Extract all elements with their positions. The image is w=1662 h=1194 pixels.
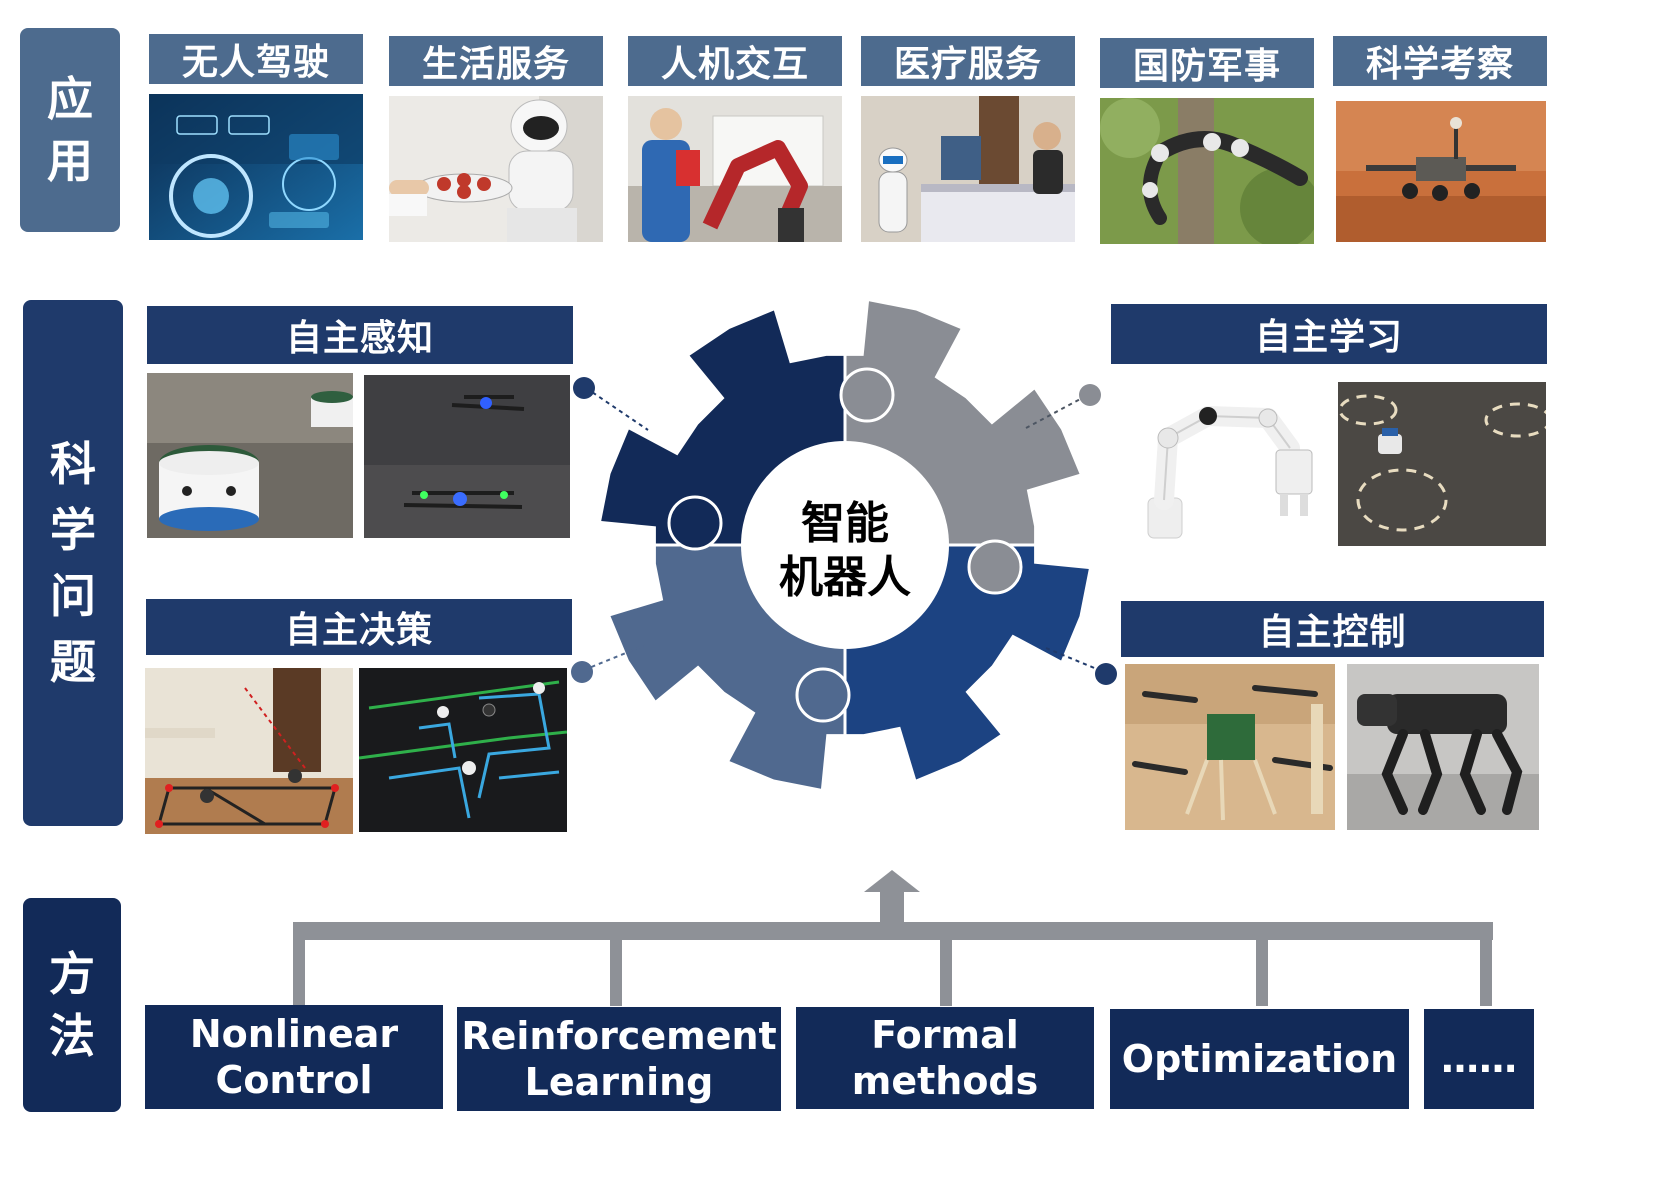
photo-mars-rover — [1336, 101, 1546, 242]
photo-service-robot — [389, 96, 603, 242]
section-label-science: 科学问题 — [23, 300, 123, 826]
method-formal-methods-label: Formal methods — [851, 1013, 1039, 1103]
photo-perception-ground-robot — [147, 373, 353, 538]
method-formal-methods: Formal methods — [796, 1007, 1094, 1109]
photo-perception-drones — [364, 375, 570, 538]
topic-header-decision: 自主决策 — [146, 599, 572, 655]
puzzle-knob-bottom — [795, 667, 851, 723]
section-label-science-text: 科学问题 — [50, 437, 96, 689]
method-nonlinear-control: Nonlinear Control — [145, 1005, 443, 1109]
photo-learning-circles — [1338, 382, 1546, 546]
section-label-methods: 方法 — [23, 898, 121, 1112]
photo-control-quadruped — [1347, 664, 1539, 830]
method-optimization: Optimization — [1110, 1009, 1409, 1109]
section-label-application-text: 应用 — [47, 72, 93, 188]
section-label-application: 应用 — [20, 28, 120, 232]
photo-learning-robot-arm — [1118, 378, 1326, 546]
photo-defense-robot — [1100, 98, 1314, 244]
app-header-defense: 国防军事 — [1100, 38, 1314, 88]
photo-decision-room — [145, 668, 353, 834]
puzzle-knob-right — [967, 539, 1023, 595]
section-label-methods-text: 方法 — [49, 947, 95, 1063]
topic-header-perception: 自主感知 — [147, 306, 573, 364]
app-header-autonomous-driving: 无人驾驶 — [149, 34, 363, 84]
photo-autonomous-driving — [149, 94, 363, 240]
photo-decision-maze — [359, 668, 567, 832]
method-optimization-label: Optimization — [1121, 1037, 1398, 1081]
topic-header-control: 自主控制 — [1121, 601, 1544, 657]
connector-dot-decision — [571, 661, 593, 683]
app-header-medical: 医疗服务 — [861, 36, 1075, 86]
app-header-life-service: 生活服务 — [389, 36, 603, 86]
photo-human-robot-interaction — [628, 96, 842, 242]
photo-medical-robot — [861, 96, 1075, 242]
method-reinforcement-learning: Reinforcement Learning — [457, 1007, 781, 1111]
connector-learning — [1025, 395, 1087, 429]
center-label: 智能 机器人 — [779, 498, 911, 603]
connector-control — [1045, 647, 1105, 673]
connector-dot-perception — [573, 377, 595, 399]
puzzle-knob-top — [839, 367, 895, 423]
method-more-label: …… — [1441, 1037, 1517, 1081]
connector-dot-learning — [1079, 384, 1101, 406]
gear-center-disk — [741, 441, 949, 649]
app-header-hci: 人机交互 — [628, 36, 842, 86]
robot-gear-diagram — [600, 300, 1090, 790]
method-reinforcement-learning-label: Reinforcement Learning — [461, 1014, 777, 1104]
connector-dot-control — [1095, 663, 1117, 685]
topic-header-learning: 自主学习 — [1111, 304, 1547, 364]
connector-decision — [583, 643, 649, 671]
method-nonlinear-control-label: Nonlinear Control — [189, 1012, 399, 1102]
method-more: …… — [1424, 1009, 1534, 1109]
photo-control-quadrotor — [1125, 664, 1335, 830]
connector-perception — [585, 387, 649, 431]
puzzle-knob-left — [667, 495, 723, 551]
methods-tree-connector — [293, 870, 1493, 1006]
app-header-science-exploration: 科学考察 — [1333, 36, 1547, 86]
